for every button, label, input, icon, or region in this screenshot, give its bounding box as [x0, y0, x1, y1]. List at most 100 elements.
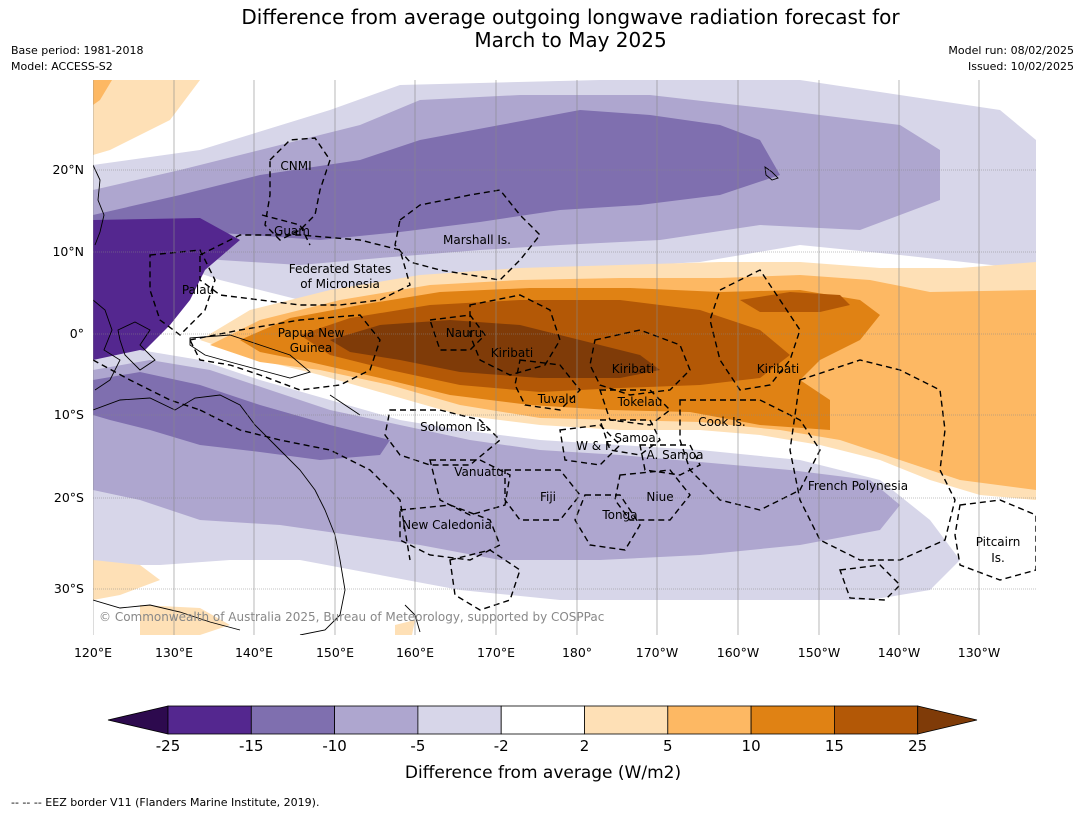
gridlines	[93, 80, 1036, 635]
eez-french-polynesia	[789, 359, 956, 561]
lon-label: 130°W	[958, 645, 1000, 660]
eez-cnmi	[264, 137, 331, 241]
colorbar-band-8	[834, 705, 919, 735]
eez-cook	[679, 399, 821, 511]
eez-coral-sea	[199, 409, 411, 561]
eez-niue	[614, 469, 691, 521]
label-wallis-futuna: W & F	[576, 439, 612, 453]
eez-footnote: -- -- -- EEZ border V11 (Flanders Marine…	[11, 796, 320, 809]
colorbar-tick: -5	[410, 737, 425, 755]
colorbar-tick: -25	[156, 737, 181, 755]
label-cnmi: CNMI	[280, 159, 311, 173]
colorbar-band-0	[167, 705, 252, 735]
region-south-mid-negative	[93, 360, 900, 560]
colorbar-band-7	[750, 705, 835, 735]
chart-title: Difference from average outgoing longwav…	[0, 6, 1085, 52]
colorbar-extend-max	[917, 705, 978, 735]
label-guam: Guam	[274, 224, 310, 238]
colorbar: -25 -15 -10 -5 -2 2 5 10 15 25	[107, 705, 978, 755]
label-tokelau: Tokelau	[617, 395, 663, 409]
coast-borneo	[93, 299, 121, 391]
coastlines	[93, 164, 779, 635]
lon-label: 140°E	[235, 645, 273, 660]
meta-left: Base period: 1981-2018 Model: ACCESS-S2	[11, 43, 143, 75]
region-nw-positive-2	[93, 80, 112, 105]
lat-label: 0°	[70, 326, 84, 341]
label-png-2: Guinea	[290, 341, 333, 355]
colorbar-tick: -10	[322, 737, 347, 755]
region-sw-positive	[93, 560, 160, 600]
label-fsm-1: Federated States	[289, 262, 391, 276]
label-pitcairn-1: Pitcairn	[976, 535, 1021, 549]
lon-label: 120°E	[74, 645, 112, 660]
label-kiribati-west: Kiribati	[491, 346, 533, 360]
lon-label: 180°	[562, 645, 592, 660]
issued-date: Issued: 10/02/2025	[967, 60, 1074, 73]
label-tonga: Tonga	[601, 508, 637, 522]
label-kiribati-central: Kiribati	[612, 362, 654, 376]
colorbar-tick: 15	[825, 737, 844, 755]
eez-new-caledonia	[399, 504, 501, 561]
eez-indonesia	[93, 359, 201, 411]
title-line-2: March to May 2025	[474, 28, 667, 52]
lon-label: 170°W	[636, 645, 678, 660]
colorbar-tick: -2	[494, 737, 509, 755]
label-solomon: Solomon Is.	[420, 420, 490, 434]
colorbar-band-4	[500, 705, 585, 735]
anomaly-field: CNMI Guam Marshall Is. Federated States …	[93, 80, 1036, 635]
copyright-credit: © Commonwealth of Australia 2025, Bureau…	[99, 610, 604, 624]
eez-tokelau	[599, 389, 672, 426]
eez-kiribati-gilbert	[469, 294, 561, 376]
eez-kiribati-phoenix	[589, 329, 691, 396]
eez-png	[188, 314, 381, 391]
region-tasman-positive	[140, 605, 230, 635]
eez-wallis-futuna	[559, 424, 621, 466]
label-new-caledonia: New Caledonia	[402, 518, 492, 532]
label-palau: Palau	[182, 283, 214, 297]
label-vanuatu: Vanuatu	[454, 465, 504, 479]
model-name: Model: ACCESS-S2	[11, 60, 113, 73]
label-niue: Niue	[646, 490, 673, 504]
eez-kiribati-line	[709, 269, 801, 391]
region-north-strong-negative	[93, 110, 780, 240]
base-period: Base period: 1981-2018	[11, 44, 144, 57]
eez-fsm	[199, 234, 411, 306]
eez-guam	[261, 214, 311, 246]
label-french-polynesia: French Polynesia	[808, 479, 908, 493]
lat-label: 20°N	[52, 162, 84, 177]
colorbar-band-1	[250, 705, 336, 735]
colorbar-tick: 5	[663, 737, 673, 755]
eez-american-samoa	[639, 444, 701, 476]
region-nz-positive	[395, 620, 415, 635]
label-tuvalu: Tuvalu	[537, 392, 577, 406]
lon-label: 150°W	[798, 645, 840, 660]
label-fiji: Fiji	[540, 490, 556, 504]
eez-samoa	[599, 419, 661, 456]
title-line-1: Difference from average outgoing longwav…	[241, 5, 900, 29]
coast-australia	[93, 394, 346, 635]
coast-philippines	[93, 164, 105, 246]
eez-norfolk	[449, 549, 521, 611]
label-png-1: Papua New	[278, 326, 345, 340]
colorbar-tick: 2	[580, 737, 590, 755]
label-pitcairn-2: Is.	[991, 551, 1005, 565]
colorbar-tick: -15	[239, 737, 264, 755]
lat-label: 10°S	[54, 407, 84, 422]
eez-austral	[839, 564, 901, 601]
lon-label: 160°W	[717, 645, 759, 660]
region-west-pacific-very-negative	[93, 218, 240, 380]
longitude-labels: 120°E 130°E 140°E 150°E 160°E 170°E 180° 170°W 1…	[74, 645, 1000, 660]
label-american-samoa: A. Samoa	[647, 448, 704, 462]
coast-south-australia	[93, 599, 241, 631]
eez-vanuatu	[429, 459, 511, 516]
eez-tonga	[574, 494, 641, 551]
coast-sulawesi	[117, 321, 156, 371]
eez-marshall	[394, 189, 541, 281]
eez-fiji	[504, 469, 581, 521]
eez-solomon	[384, 409, 502, 466]
latitude-labels: 20°N 10°N 0° 10°S 20°S 30°S	[52, 162, 84, 596]
model-run: Model run: 08/02/2025	[948, 44, 1074, 57]
place-labels: CNMI Guam Marshall Is. Federated States …	[182, 159, 1020, 565]
region-coral-sea-negative	[93, 372, 390, 460]
